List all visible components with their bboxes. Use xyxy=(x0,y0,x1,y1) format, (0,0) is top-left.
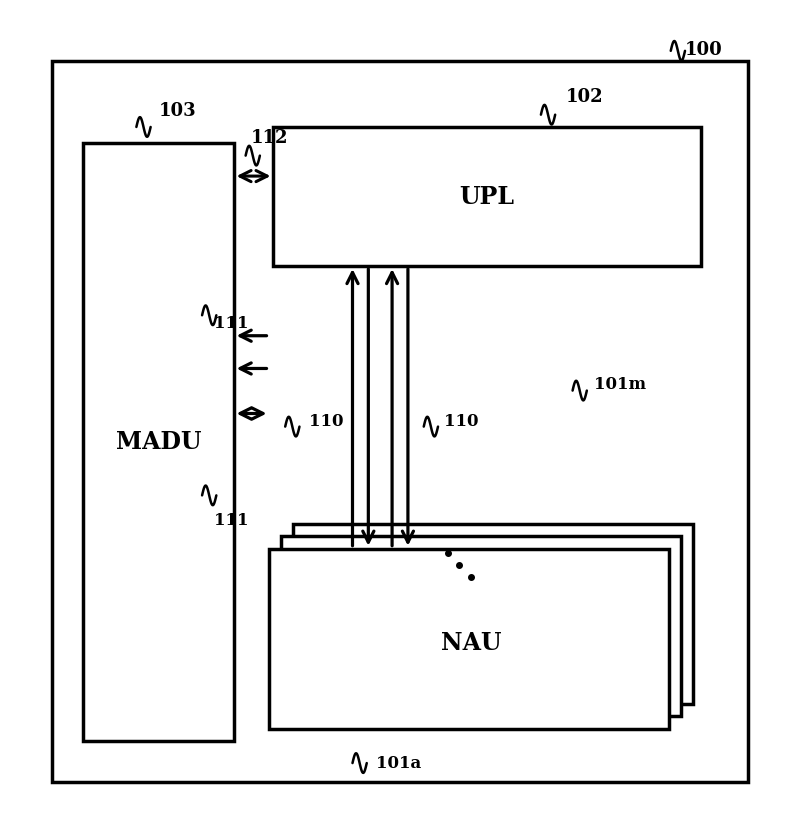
Text: 111: 111 xyxy=(214,314,249,332)
Text: 103: 103 xyxy=(158,103,196,121)
Bar xyxy=(83,143,234,741)
Text: 102: 102 xyxy=(566,88,604,107)
Text: 112: 112 xyxy=(250,130,288,147)
Bar xyxy=(270,548,669,729)
Text: MADU: MADU xyxy=(116,430,202,454)
Text: 101m: 101m xyxy=(594,376,646,394)
Bar xyxy=(274,127,701,266)
Text: 100: 100 xyxy=(685,41,722,59)
Text: 110: 110 xyxy=(443,414,478,430)
Bar xyxy=(293,524,693,704)
Text: NAU: NAU xyxy=(441,631,502,655)
Text: 111: 111 xyxy=(214,512,249,528)
Text: 101a: 101a xyxy=(376,755,422,772)
Text: UPL: UPL xyxy=(459,184,514,208)
Bar xyxy=(282,536,681,716)
Bar xyxy=(52,61,748,782)
Text: 110: 110 xyxy=(309,414,343,430)
